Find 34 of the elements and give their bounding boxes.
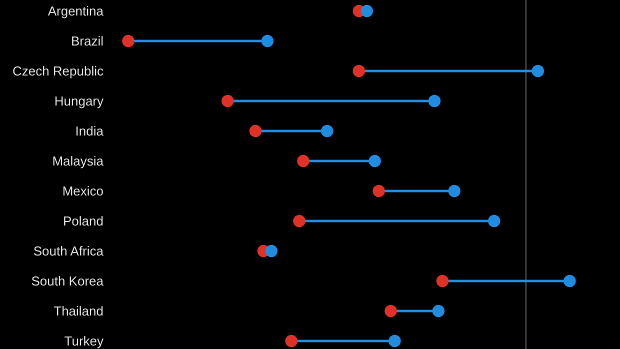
y-tick-label: Brazil [70,34,104,48]
point [448,184,460,198]
y-tick-label: India [75,124,104,138]
y-tick-label: Czech Republic [12,64,104,78]
y-tick-label: Thailand [54,304,104,318]
point [320,124,334,138]
point [352,64,366,78]
point [360,4,373,18]
point [122,34,134,48]
point [368,154,381,168]
point [428,94,441,108]
point [564,274,576,288]
y-tick-label: Malaysia [52,154,104,168]
y-tick-label: South Africa [33,244,104,258]
y-tick-label: Turkey [64,334,104,348]
point [388,334,401,348]
y-tick-label: Argentina [48,4,104,18]
point [265,244,278,258]
point [372,184,385,198]
y-tick-label: Hungary [54,94,104,108]
y-tick-label: Poland [63,214,104,228]
point [249,124,262,138]
point [532,64,544,78]
point [285,334,298,348]
point [384,304,397,318]
y-tick-label: Mexico [62,184,104,198]
point [436,274,449,288]
point [261,34,274,48]
point [488,214,500,228]
point [293,214,306,228]
point [297,154,310,168]
y-tick-label: South Korea [31,274,104,288]
point [432,304,445,318]
point [222,94,234,108]
